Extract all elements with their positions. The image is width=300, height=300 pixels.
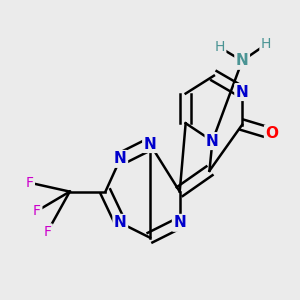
Text: N: N [114,152,127,166]
Text: F: F [26,176,34,190]
Text: N: N [114,215,127,230]
Text: F: F [44,225,52,239]
Text: H: H [215,40,225,55]
Text: O: O [266,126,278,141]
Text: H: H [261,38,271,52]
Text: N: N [173,215,186,230]
Text: N: N [206,134,219,148]
Text: F: F [33,204,41,218]
Text: N: N [236,53,248,68]
Text: N: N [144,136,156,152]
Text: N: N [236,85,248,100]
